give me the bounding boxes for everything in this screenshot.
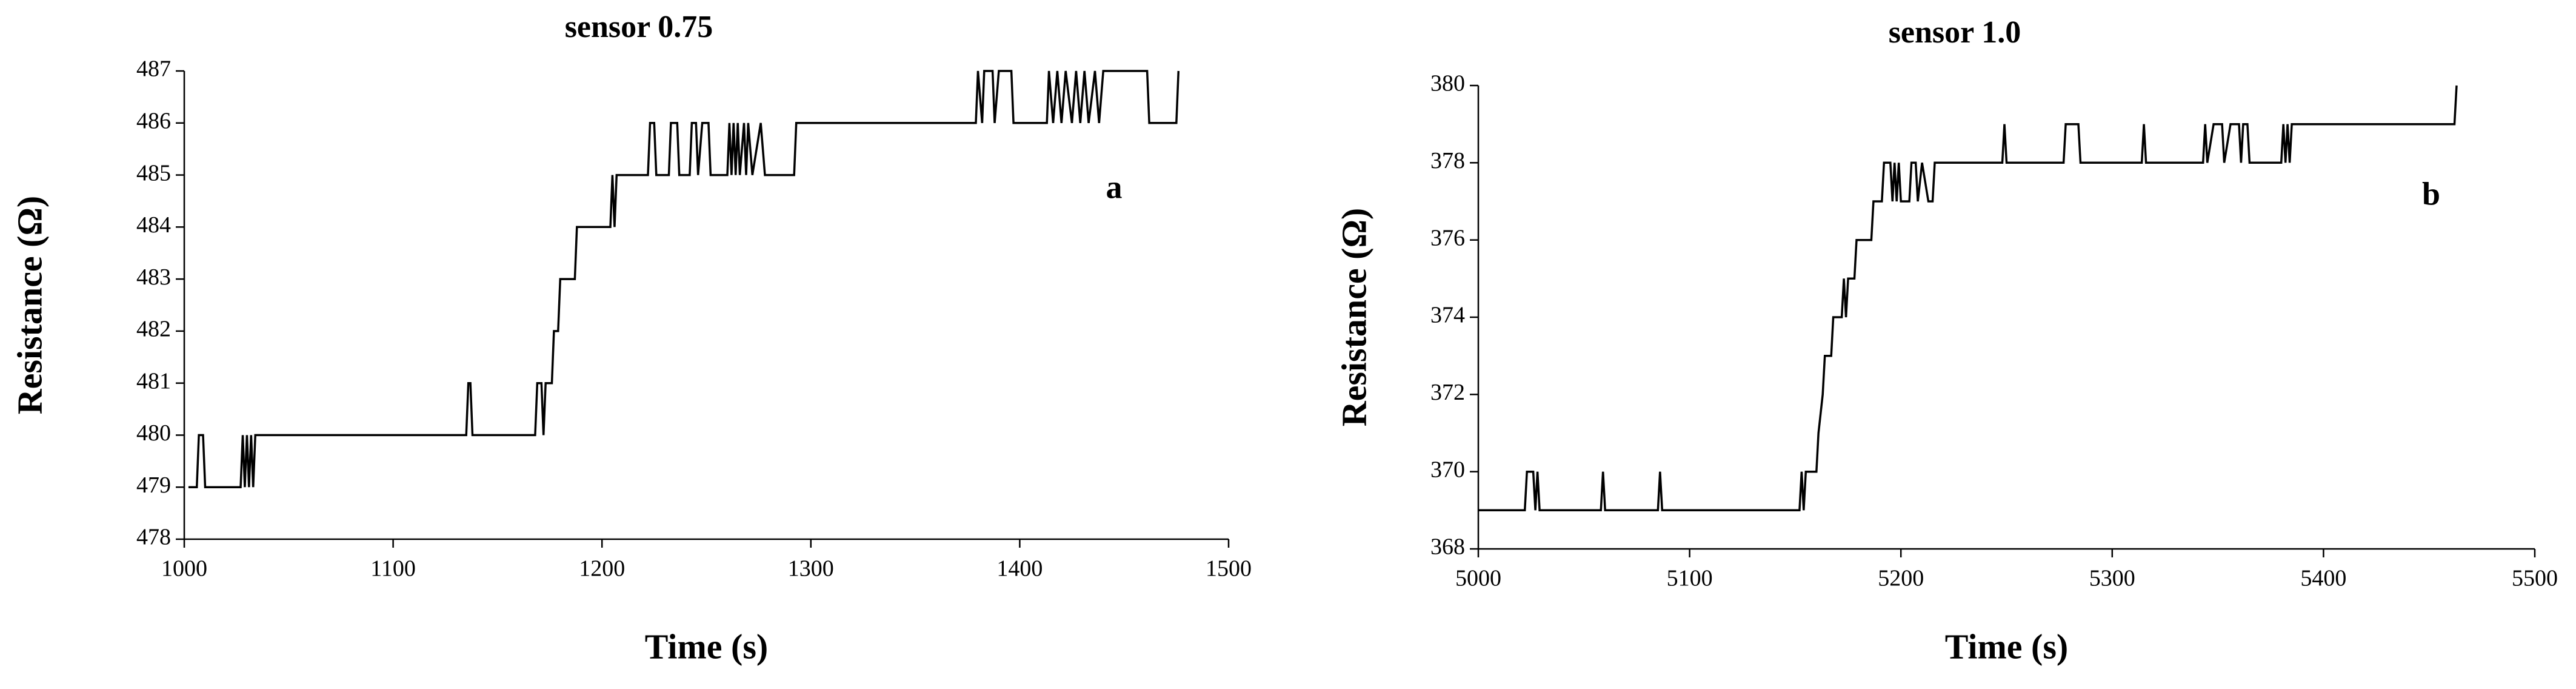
chart-title: sensor 0.75: [565, 10, 713, 44]
y-tick-label: 368: [1430, 534, 1465, 560]
y-tick-label: 487: [136, 56, 171, 82]
y-axis-title: Resistance (Ω): [1334, 208, 1373, 427]
y-tick-label: 481: [136, 368, 171, 394]
x-tick-label: 1300: [788, 556, 834, 582]
y-tick-label: 482: [136, 317, 171, 342]
x-tick-label: 5000: [1455, 566, 1501, 591]
x-tick-label: 1200: [579, 556, 625, 582]
y-tick-label: 374: [1430, 303, 1465, 328]
data-line: [188, 70, 1180, 488]
y-tick-label: 370: [1430, 457, 1465, 482]
x-tick-label: 5300: [2089, 566, 2135, 591]
x-tick-label: 5500: [2512, 566, 2558, 591]
y-tick-label: 483: [136, 264, 171, 290]
y-tick-label: 486: [136, 108, 171, 133]
y-tick-label: 485: [136, 160, 171, 186]
y-tick-label: 378: [1430, 148, 1465, 173]
x-tick-label: 1100: [370, 556, 416, 582]
y-tick-label: 480: [136, 420, 171, 446]
panel-label: b: [2422, 175, 2440, 212]
x-tick-label: 1400: [996, 556, 1043, 582]
panel-label: a: [1106, 169, 1123, 205]
chart-title: sensor 1.0: [1889, 15, 2021, 50]
y-tick-label: 478: [136, 525, 171, 550]
x-axis-title: Time (s): [645, 627, 769, 666]
y-tick-label: 376: [1430, 225, 1465, 250]
x-axis-title: Time (s): [1945, 627, 2069, 666]
x-tick-label: 5200: [1878, 566, 1924, 591]
y-tick-label: 380: [1430, 71, 1465, 96]
x-tick-label: 1000: [161, 556, 207, 582]
y-axis-title: Resistance (Ω): [10, 196, 49, 415]
x-tick-label: 1500: [1206, 556, 1252, 582]
x-tick-label: 5400: [2300, 566, 2346, 591]
y-tick-label: 479: [136, 472, 171, 498]
y-tick-label: 372: [1430, 380, 1465, 405]
data-line: [1478, 85, 2458, 512]
y-tick-label: 484: [136, 212, 171, 238]
x-tick-label: 5100: [1667, 566, 1713, 591]
